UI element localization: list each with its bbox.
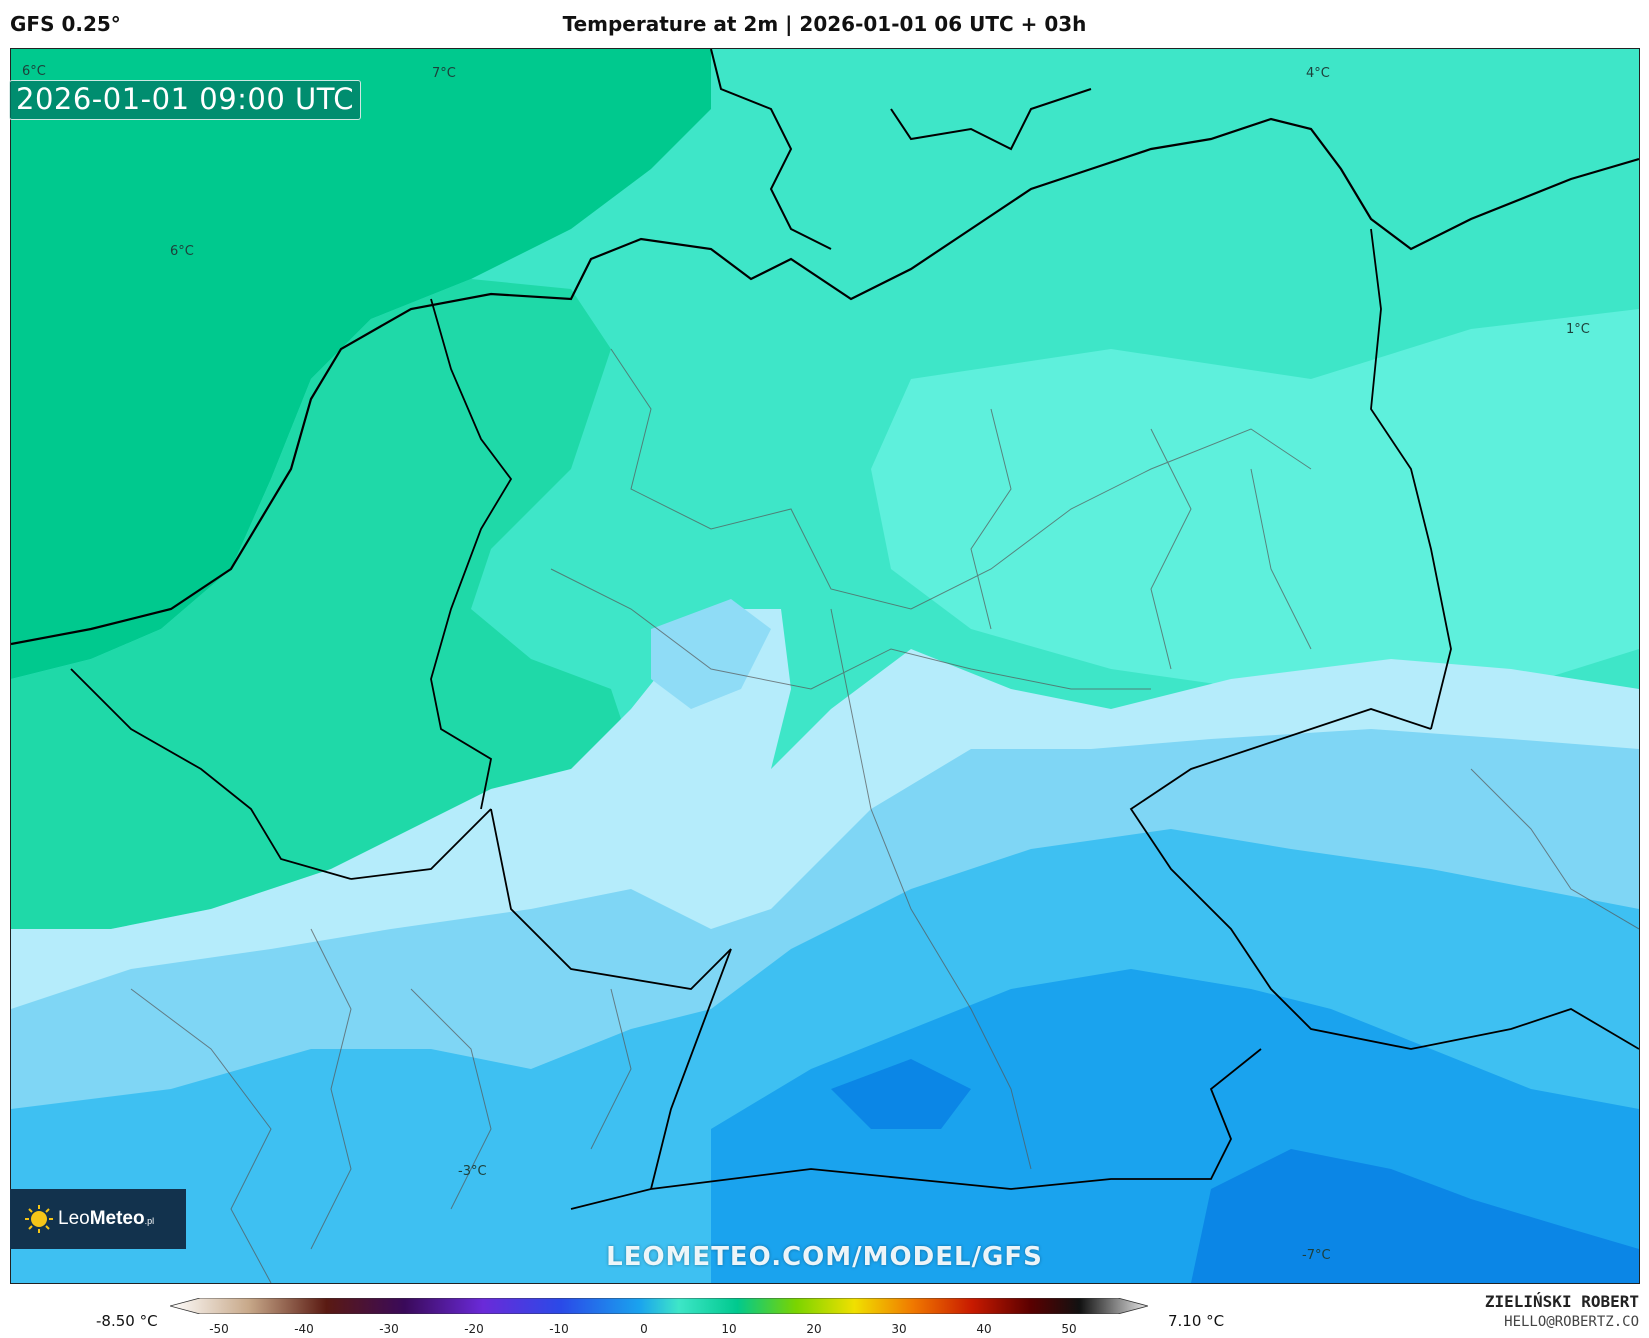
colorbar-tick: 40: [976, 1322, 992, 1336]
map-canvas: [11, 49, 1639, 1283]
author-email[interactable]: HELLO@ROBERTZ.CO: [1504, 1314, 1639, 1330]
colorbar-tick: -40: [294, 1322, 314, 1336]
colorbar-tick: 0: [640, 1322, 648, 1336]
valid-time-badge: 2026-01-01 09:00 UTC: [9, 80, 362, 120]
sun-icon: [25, 1205, 53, 1233]
colorbar-tick: 20: [806, 1322, 822, 1336]
contour-label: -3°C: [458, 1164, 487, 1179]
temp-band-darker-blue-patch: [831, 1059, 971, 1129]
contour-label: 6°C: [22, 64, 46, 79]
colorbar-tick: -30: [379, 1322, 399, 1336]
national-borders: [70, 228, 1639, 1210]
page-title: Temperature at 2m | 2026-01-01 06 UTC + …: [562, 12, 1087, 36]
coastline-north: [710, 49, 1092, 250]
contour-label: 6°C: [170, 244, 194, 259]
temp-band-mid-green: [11, 279, 631, 929]
watermark: LEOMETEO.COM/MODEL/GFS: [606, 1242, 1043, 1272]
contour-label: 4°C: [1306, 66, 1330, 81]
temp-band-warm-green: [11, 49, 711, 679]
temp-band-aqua: [871, 309, 1639, 689]
colorbar-tick: 10: [721, 1322, 737, 1336]
colorbar-tick: 30: [891, 1322, 907, 1336]
contour-label: 7°C: [432, 66, 456, 81]
temp-pocket-cool: [651, 599, 771, 709]
contour-label: -7°C: [1302, 1248, 1331, 1263]
colorbar-tick: 50: [1061, 1322, 1077, 1336]
leometeo-logo[interactable]: LeoMeteo.pl: [10, 1189, 186, 1249]
temperature-map[interactable]: [10, 48, 1640, 1284]
temp-band-darker-blue: [1191, 1149, 1639, 1283]
temperature-colorbar: [170, 1298, 1148, 1314]
legend-min-label: -8.50 °C: [96, 1312, 158, 1330]
colorbar-tick: -50: [209, 1322, 229, 1336]
legend-max-label: 7.10 °C: [1168, 1312, 1225, 1330]
contour-label: 1°C: [1566, 322, 1590, 337]
colorbar-tick: -10: [549, 1322, 569, 1336]
coastline: [11, 117, 1639, 646]
logo-text: LeoMeteo.pl: [58, 1208, 155, 1229]
author-name: ZIELIŃSKI ROBERT: [1484, 1292, 1639, 1311]
model-label: GFS 0.25°: [10, 12, 121, 36]
colorbar-tick: -20: [464, 1322, 484, 1336]
regional-borders: [130, 348, 1639, 1283]
